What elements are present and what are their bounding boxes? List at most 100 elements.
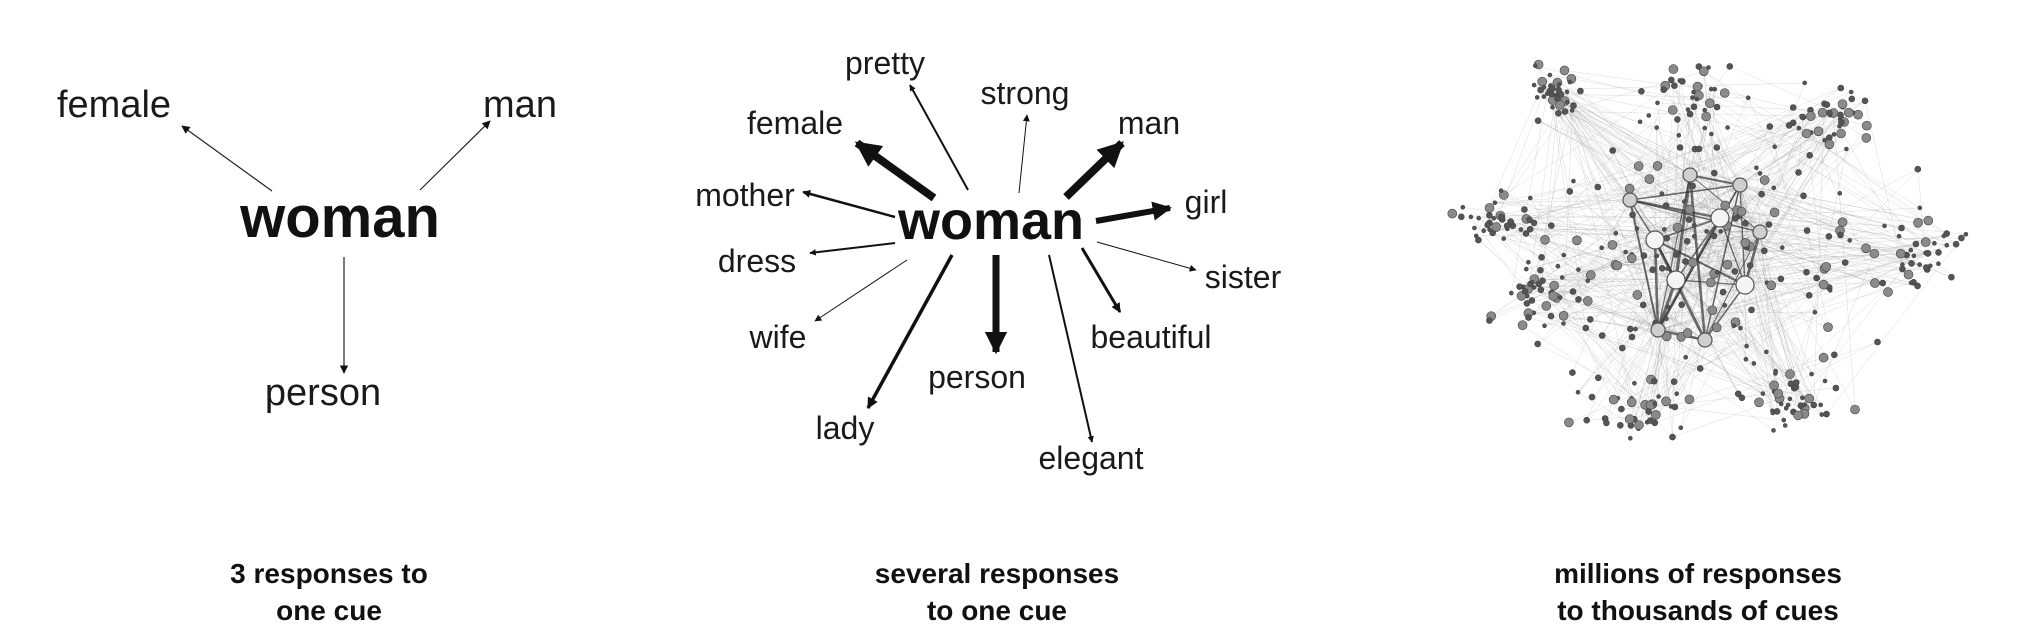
network-node xyxy=(1671,403,1679,411)
network-node xyxy=(1599,245,1604,251)
network-node xyxy=(1740,238,1751,248)
network-edge xyxy=(1680,112,1850,428)
network-node xyxy=(1874,338,1881,346)
network-node xyxy=(1952,240,1960,248)
network-node xyxy=(1928,263,1933,269)
network-nodes xyxy=(1447,59,1969,441)
network-edge xyxy=(1739,184,1751,247)
network-node xyxy=(1447,208,1458,219)
network-edge xyxy=(1739,184,1812,375)
network-node xyxy=(1679,78,1686,85)
network-edge xyxy=(1634,217,1721,420)
network-node xyxy=(1586,270,1596,280)
network-edge xyxy=(1719,217,1831,291)
network-edge xyxy=(1487,224,1659,331)
response-female: female xyxy=(747,105,843,141)
network-node xyxy=(1818,402,1823,408)
network-edge xyxy=(1520,229,1867,249)
network-node xyxy=(1651,409,1661,420)
network-edge xyxy=(1654,239,1751,266)
network-edge xyxy=(1666,217,1721,337)
network-node xyxy=(1683,238,1691,245)
network-node xyxy=(1629,211,1636,219)
response-elegant: elegant xyxy=(1039,440,1144,476)
network-edge xyxy=(1704,89,1715,341)
network-node xyxy=(1773,408,1781,415)
network-edge xyxy=(1739,148,1847,186)
caption-line-2: one cue xyxy=(276,595,382,626)
network-edge xyxy=(1739,139,1825,186)
network-node xyxy=(1561,252,1567,258)
network-edge xyxy=(1704,122,1842,341)
network-node xyxy=(1744,343,1749,349)
network-edge xyxy=(1654,239,1734,326)
network-edge xyxy=(1563,225,1885,317)
network-node xyxy=(1708,86,1714,92)
network-edge xyxy=(1739,184,1841,231)
network-edge xyxy=(1634,329,1659,420)
network-edge xyxy=(1734,246,1747,272)
network-node xyxy=(1706,277,1716,288)
network-edge xyxy=(1811,132,1876,284)
network-edge xyxy=(1530,229,1659,331)
network-node xyxy=(1761,247,1768,255)
hub-edge xyxy=(1739,184,1746,286)
network-node xyxy=(1507,218,1514,225)
response-man: man xyxy=(1118,105,1180,141)
hub-node xyxy=(1732,177,1748,193)
network-edge xyxy=(1528,272,1718,290)
network-node xyxy=(1818,279,1829,290)
cue-word: woman xyxy=(897,191,1084,251)
network-node xyxy=(1612,260,1623,271)
network-node xyxy=(1542,323,1547,329)
network-edge xyxy=(1563,110,1573,324)
network-edge xyxy=(1550,85,1691,176)
network-edge xyxy=(1759,231,1797,388)
network-node xyxy=(1651,377,1658,385)
network-node xyxy=(1796,125,1802,131)
network-edge xyxy=(1806,133,1947,234)
network-edge xyxy=(1692,97,1721,219)
network-edge xyxy=(1629,199,1686,358)
panel-three-responses: woman female man person 3 responses to o… xyxy=(57,84,557,626)
network-node xyxy=(1523,300,1531,307)
response-man: man xyxy=(483,84,557,126)
network-node xyxy=(1711,322,1722,333)
network-edge xyxy=(1756,167,1761,233)
network-edge xyxy=(1759,230,1808,233)
network-edge xyxy=(1546,243,1916,307)
network-node xyxy=(1638,88,1645,95)
network-edge xyxy=(1734,231,1761,272)
network-node xyxy=(1549,280,1559,291)
arrow-to-elegant xyxy=(1048,254,1094,443)
network-edge xyxy=(1522,257,1542,287)
network-node xyxy=(1656,394,1661,399)
network-node xyxy=(1526,216,1533,224)
network-node xyxy=(1823,410,1830,418)
network-edge xyxy=(1551,252,1939,294)
network-edge xyxy=(1552,107,1587,329)
network-node xyxy=(1537,86,1544,94)
network-edge xyxy=(1726,225,1772,286)
network-node xyxy=(1736,206,1747,217)
network-edge xyxy=(1672,279,1677,438)
network-node xyxy=(1566,188,1574,195)
arrow-to-female xyxy=(854,139,937,202)
network-edge xyxy=(1654,239,1682,337)
network-edge xyxy=(1507,228,1761,233)
network-edge xyxy=(1723,265,1931,293)
network-edge xyxy=(1689,174,1902,229)
network-edge xyxy=(1773,243,1935,392)
network-edge xyxy=(1716,147,1776,374)
network-edge xyxy=(1719,217,1787,409)
response-lady: lady xyxy=(816,410,875,446)
network-node xyxy=(1734,390,1742,398)
network-node xyxy=(1526,259,1531,265)
network-edge xyxy=(1829,144,1952,278)
network-edge xyxy=(1661,193,1927,268)
network-node xyxy=(1806,111,1816,121)
network-edge xyxy=(1719,217,1823,415)
hub-node xyxy=(1645,230,1665,250)
caption-line-2: to thousands of cues xyxy=(1557,595,1839,626)
network-node xyxy=(1917,205,1923,211)
